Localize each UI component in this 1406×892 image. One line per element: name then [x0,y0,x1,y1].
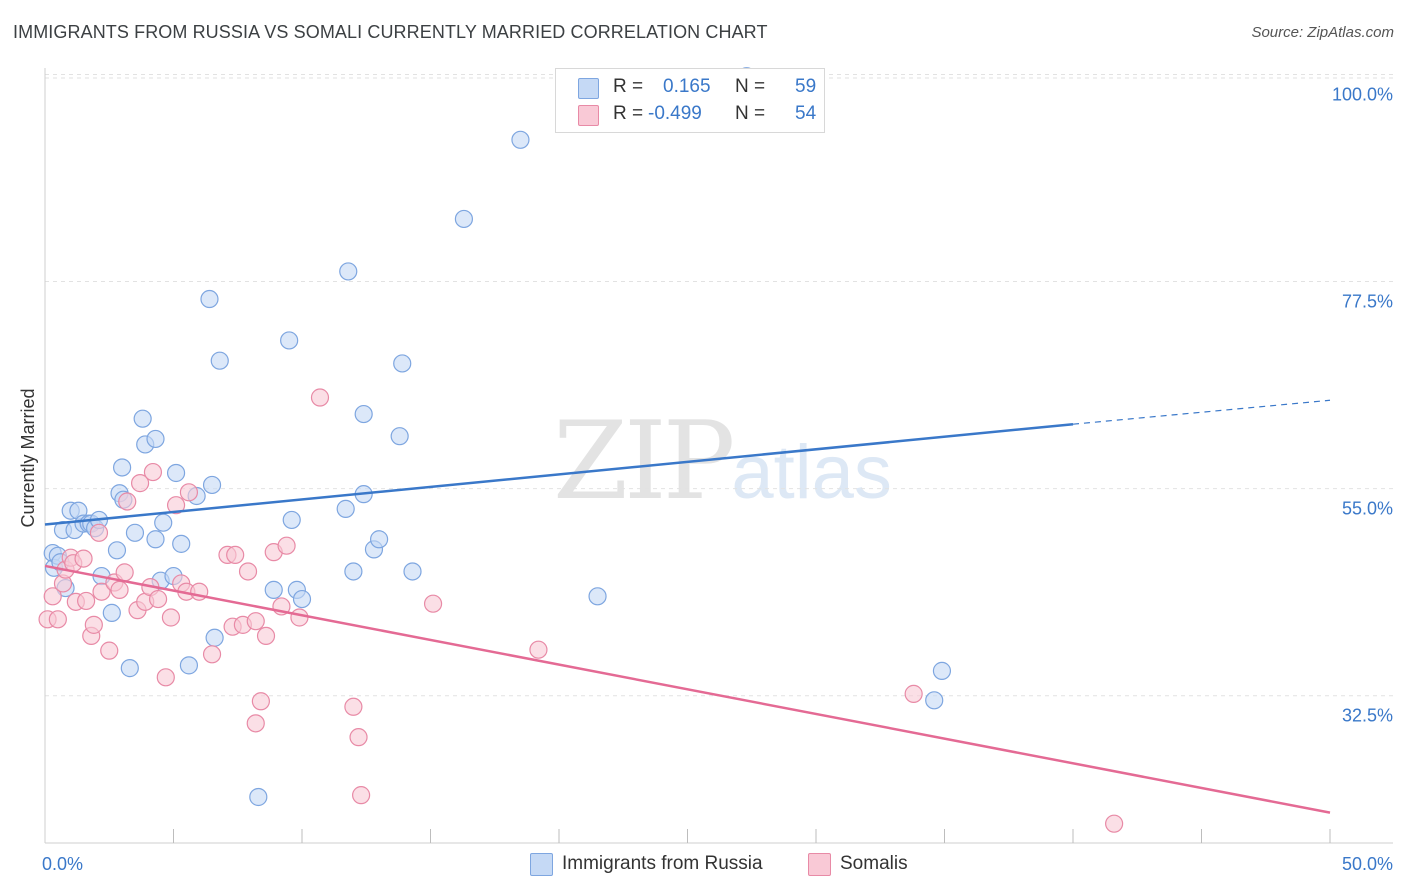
somali-point [179,483,199,502]
somali-point [529,640,548,659]
series-label-somalis: Somalis [840,853,908,874]
russia-point [336,499,355,518]
somali-point [143,462,163,482]
russia-point [264,580,283,599]
russia-point [403,562,422,581]
y-axis-title: Currently Married [18,388,38,527]
y-tick-label: 55.0% [1342,499,1393,519]
russia-point [454,209,474,229]
russia-point [282,510,301,530]
russia-point [280,331,299,350]
somali-point [904,684,923,703]
somali-point [256,626,276,646]
x-tick-label: 50.0% [1342,854,1393,874]
series-swatch-somalis [808,853,831,876]
somali-point [290,608,309,627]
russia-point [112,458,132,477]
legend-n-label: N = [735,76,766,97]
source-credit: Source: ZipAtlas.com [1251,24,1394,41]
russia-point [179,656,199,675]
russia-point [339,262,358,281]
somali-point [310,388,330,407]
somali-trend-line [44,564,1331,814]
somali-point [92,582,111,601]
russia-point [932,661,952,680]
chart-title: IMMIGRANTS FROM RUSSIA VS SOMALI CURRENT… [13,22,768,42]
russia-point [354,404,373,424]
y-tick-label: 32.5% [1342,706,1393,726]
russia-trend-extension [1072,399,1331,425]
legend-swatch-russia [578,78,599,99]
russia-point [925,691,944,710]
legend-r-label: R = [613,103,644,124]
somali-point [1105,814,1124,833]
somali-point [43,587,62,606]
somali-point [246,714,265,733]
x-tick-label: 0.0% [42,854,83,874]
somali-point [423,594,443,613]
russia-point [370,530,389,549]
russia-point [125,523,145,542]
somali-point [148,589,168,609]
russia-point [166,463,186,483]
somali-point [349,728,368,747]
legend-r-value: -0.499 [648,103,702,124]
somali-point [344,697,363,716]
y-tick-label: 100.0% [1332,84,1393,104]
somali-point [238,562,258,581]
russia-trend-line [44,422,1074,526]
russia-point [344,562,363,581]
russia-point [202,475,222,495]
russia-point [102,603,121,622]
russia-point [146,530,165,549]
russia-point [154,513,173,532]
legend-n-label: N = [735,103,766,124]
somali-point [226,545,245,565]
russia-point [249,787,268,807]
somali-point [118,492,137,511]
russia-point [210,351,229,370]
russia-point [146,429,165,449]
somali-point [84,615,103,634]
legend-swatch-somalis [578,105,599,126]
russia-point [390,427,409,446]
somali-point [352,786,371,805]
russia-point [292,589,312,609]
legend-n-value: 54 [795,103,817,124]
russia-point [120,659,139,678]
somali-point [110,580,129,599]
russia-point [133,409,152,428]
russia-point [200,289,219,309]
somali-point [251,692,270,711]
legend-n-value: 59 [795,76,817,97]
somali-point [202,645,222,664]
russia-point [172,534,191,553]
series-swatch-russia [530,853,553,876]
y-tick-label: 77.5% [1342,292,1393,312]
somali-point [277,536,296,555]
russia-point [205,628,224,647]
somali-point [115,563,134,582]
somali-point [166,496,186,515]
legend-r-label: R = [613,76,644,97]
somali-point [100,641,119,660]
somali-point [89,523,109,542]
russia-point [393,354,412,373]
series-label-russia: Immigrants from Russia [562,853,763,874]
somali-point [156,668,175,687]
somali-point [77,591,96,611]
somali-point [161,608,181,627]
correlation-legend: R = 0.165 N = 59 R = -0.499 N = 54 [555,68,825,133]
russia-point [511,130,530,149]
somali-point [246,612,265,631]
russia-point [588,587,607,606]
somali-point [74,549,93,568]
somali-point [130,474,150,493]
russia-point [107,541,127,560]
legend-r-value: 0.165 [663,76,711,97]
somali-point [48,610,67,629]
